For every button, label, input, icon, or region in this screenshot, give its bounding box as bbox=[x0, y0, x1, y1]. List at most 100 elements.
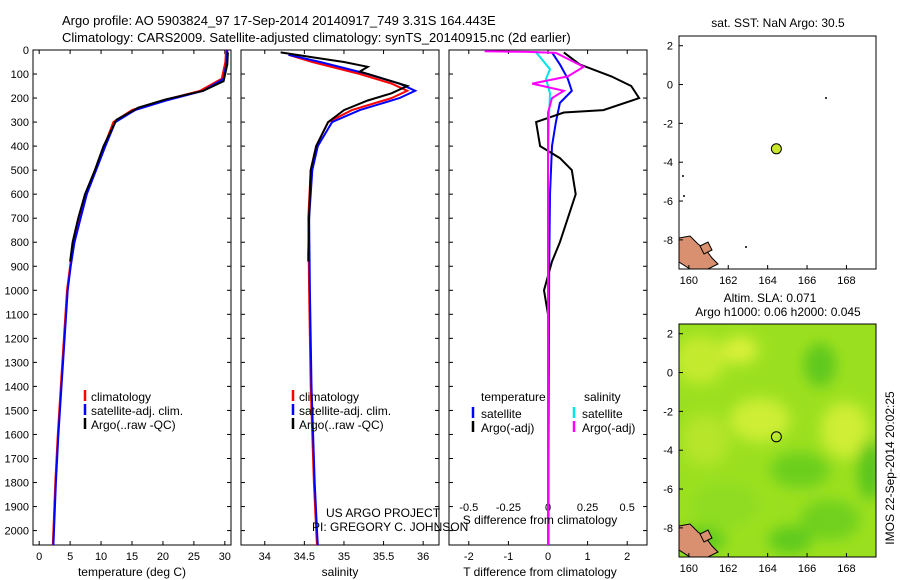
x-tick-label: 166 bbox=[798, 563, 816, 575]
x-tick-label: 36 bbox=[417, 551, 429, 563]
figure-subtitle: Climatology: CARS2009. Satellite-adjuste… bbox=[62, 30, 571, 45]
legend-label: climatology bbox=[299, 390, 359, 404]
salinity-panel: 34 34.5 35 35.5 36 salinity climatologysatel… bbox=[240, 49, 468, 579]
legend-label: satellite bbox=[481, 407, 522, 421]
sst-map-panel: sat. SST: NaN Argo: 30.5 160 162 164 166 168… bbox=[663, 16, 877, 287]
sla-map-panel: Altim. SLA: 0.071 Argo h1000: 0.06 h2000… bbox=[663, 291, 877, 575]
legend-label: Argo(..raw -QC) bbox=[299, 418, 384, 432]
x-tick-label: 162 bbox=[719, 563, 737, 575]
x-tick-label: 164 bbox=[758, 563, 776, 575]
x-tick-label: 166 bbox=[798, 275, 816, 287]
difference-legend: temperature salinitysatelliteArgo(-adj)sa… bbox=[471, 390, 635, 435]
y-tick-label: 1900 bbox=[5, 502, 29, 514]
legend-group-title: temperature bbox=[481, 390, 546, 404]
temperature-panel: 0100200300400500600700800900100011001200… bbox=[5, 45, 232, 579]
y-tick-label: 1800 bbox=[5, 478, 29, 490]
sla-map-frame bbox=[678, 323, 877, 558]
y-tick-label: -8 bbox=[663, 235, 673, 247]
series-line bbox=[288, 53, 410, 545]
legend-label: Argo(..raw -QC) bbox=[91, 418, 176, 432]
y-tick-label: -4 bbox=[663, 445, 673, 457]
x-tick-label: 160 bbox=[680, 563, 698, 575]
y-tick-label: 2 bbox=[667, 41, 673, 53]
y-tick-label: 700 bbox=[11, 213, 29, 225]
x-tick-label: 0 bbox=[36, 551, 42, 563]
credit-pi: PI: GREGORY C. JOHNSON bbox=[312, 520, 468, 534]
sst-map-land bbox=[679, 97, 827, 269]
y-tick-label: 800 bbox=[11, 237, 29, 249]
y-tick-label: 100 bbox=[11, 69, 29, 81]
x-tick-label: 10 bbox=[95, 551, 107, 563]
x-tick-label: 5 bbox=[67, 551, 73, 563]
series-line bbox=[484, 50, 586, 545]
y-tick-label: -4 bbox=[663, 157, 673, 169]
x-tick-label: 2 bbox=[624, 551, 630, 563]
x2-tick-label: 0.5 bbox=[620, 502, 635, 514]
x-tick-label: -1 bbox=[504, 551, 514, 563]
difference-x-label: T difference from climatology bbox=[463, 565, 617, 579]
y-tick-label: 200 bbox=[11, 93, 29, 105]
series-line bbox=[69, 52, 229, 262]
series-line bbox=[534, 51, 641, 483]
x-tick-label: 34 bbox=[259, 551, 271, 563]
legend-label: Argo(-adj) bbox=[481, 421, 534, 435]
x-tick-label: 20 bbox=[157, 551, 169, 563]
series-line bbox=[52, 50, 229, 545]
temperature-axes-box bbox=[32, 49, 232, 546]
figure-title: Argo profile: AO 5903824_97 17-Sep-2014 … bbox=[62, 13, 496, 28]
y-tick-label: 300 bbox=[11, 117, 29, 129]
x-tick-label: 34.5 bbox=[294, 551, 315, 563]
series-line bbox=[547, 51, 573, 545]
x-tick-label: 35.5 bbox=[373, 551, 394, 563]
y-tick-label: 400 bbox=[11, 141, 29, 153]
series-line bbox=[51, 50, 227, 545]
y-tick-label: 1500 bbox=[5, 405, 29, 417]
series-line bbox=[288, 53, 418, 545]
y-tick-label: 0 bbox=[667, 368, 673, 380]
float-location-marker bbox=[770, 143, 782, 155]
sla-map-title: Altim. SLA: 0.071 bbox=[724, 291, 817, 305]
x-tick-label: 1 bbox=[585, 551, 591, 563]
x-tick-label: 35 bbox=[338, 551, 350, 563]
temperature-x-label: temperature (deg C) bbox=[78, 565, 186, 579]
timestamp: IMOS 22-Sep-2014 20:02:25 bbox=[883, 391, 897, 545]
salinity-axes-box bbox=[240, 49, 440, 546]
legend-label: Argo(-adj) bbox=[582, 421, 635, 435]
sst-map-frame bbox=[678, 35, 877, 270]
credit-project: US ARGO PROJECT bbox=[326, 506, 441, 520]
y-tick-label: -2 bbox=[663, 118, 673, 130]
salinity-x-label: salinity bbox=[322, 565, 359, 579]
y-tick-label: 0 bbox=[667, 80, 673, 92]
y-tick-label: 1000 bbox=[5, 285, 29, 297]
legend-group-title: salinity bbox=[584, 390, 621, 404]
y-tick-label: 1300 bbox=[5, 357, 29, 369]
x2-tick-label: -0.5 bbox=[459, 502, 478, 514]
x-tick-label: 25 bbox=[188, 551, 200, 563]
legend-label: satellite bbox=[582, 407, 623, 421]
x-tick-label: 15 bbox=[126, 551, 138, 563]
x-tick-label: 168 bbox=[837, 275, 855, 287]
y-tick-label: 1100 bbox=[5, 309, 29, 321]
difference-x2-label: S difference from climatology bbox=[463, 513, 618, 527]
x-tick-label: 160 bbox=[680, 275, 698, 287]
y-tick-label: 1400 bbox=[5, 381, 29, 393]
y-tick-label: 2000 bbox=[5, 526, 29, 538]
x-tick-label: 162 bbox=[719, 275, 737, 287]
difference-panel: -2 -1 0 1 2-0.5 -0.25 0 0.25 0.5 T difference fr… bbox=[448, 49, 648, 579]
x2-tick-label: -0.25 bbox=[496, 502, 521, 514]
x-tick-label: 30 bbox=[219, 551, 231, 563]
x-tick-label: 164 bbox=[758, 275, 776, 287]
legend-label: satellite-adj. clim. bbox=[299, 404, 391, 418]
y-tick-label: 600 bbox=[11, 189, 29, 201]
y-tick-label: 0 bbox=[23, 45, 29, 57]
y-tick-label: 2 bbox=[667, 329, 673, 341]
float-location-marker bbox=[770, 431, 782, 443]
legend-label: climatology bbox=[91, 390, 151, 404]
y-tick-label: -6 bbox=[663, 484, 673, 496]
y-tick-label: -8 bbox=[663, 523, 673, 535]
y-tick-label: 1600 bbox=[5, 429, 29, 441]
y-tick-label: 900 bbox=[11, 261, 29, 273]
x-tick-label: -2 bbox=[464, 551, 474, 563]
